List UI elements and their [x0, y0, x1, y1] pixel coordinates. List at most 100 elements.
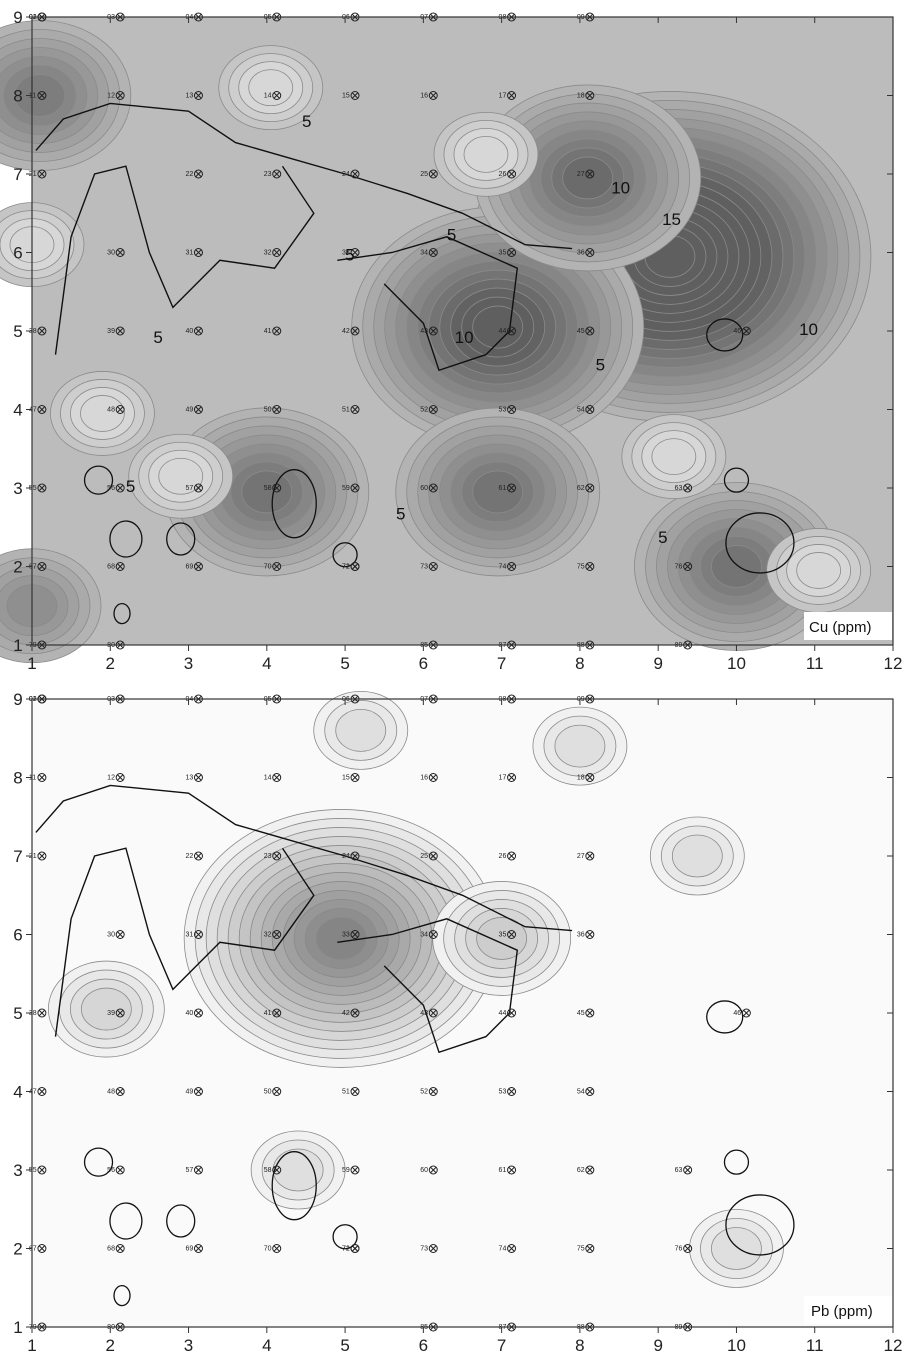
sample-site-marker: [115, 1087, 125, 1096]
sample-site-cross: [116, 327, 124, 335]
sample-site-cross: [351, 931, 359, 938]
sample-site-id: 24: [342, 853, 350, 860]
sample-site: 15: [342, 91, 360, 100]
sample-site: 33: [342, 248, 360, 257]
outcrop-outline: [725, 1194, 795, 1256]
x-tick-label: 9: [653, 654, 662, 673]
sample-site: 68: [107, 562, 125, 571]
sample-site: 76: [675, 562, 693, 571]
x-tick-label: 8: [575, 654, 584, 673]
contour-ring-high: [472, 305, 524, 349]
sample-site-id: 52: [420, 1089, 428, 1096]
contour-value-label: 5: [302, 112, 311, 131]
sample-site-cross: [508, 1245, 515, 1252]
sample-site-cross: [586, 1088, 594, 1095]
sample-site: 55: [29, 1165, 47, 1175]
outcrop-outline: [332, 542, 358, 568]
sample-site-id: 49: [185, 407, 193, 414]
sample-site-id: 39: [107, 328, 115, 335]
sample-site-cross: [351, 406, 359, 413]
sample-site-id: 69: [185, 1246, 193, 1253]
sample-site-marker: [507, 562, 517, 571]
sample-site-id: 50: [264, 1089, 272, 1096]
sample-site-marker: [193, 930, 203, 939]
sample-site-id: 50: [264, 407, 272, 414]
sample-site-marker: [585, 1165, 595, 1175]
sample-site-id: 43: [420, 328, 428, 335]
sample-site-cross: [586, 1166, 594, 1174]
sample-site: 63: [675, 1165, 693, 1175]
sample-site-marker: [585, 1087, 595, 1096]
sample-site-marker: [585, 773, 595, 782]
sample-site-cross: [273, 92, 281, 99]
sample-site: 69: [185, 1244, 203, 1253]
sample-site: 16: [420, 91, 438, 100]
sample-site-cross: [586, 852, 594, 860]
contour-ring-high: [711, 545, 762, 588]
sample-site: 56: [107, 483, 125, 493]
sample-site-cross: [195, 249, 202, 256]
outcrop-outline: [109, 520, 143, 558]
sample-site: 54: [577, 1087, 595, 1096]
sample-site-marker: [37, 851, 47, 861]
sample-site-id: 34: [420, 932, 428, 939]
sample-site-cross: [195, 170, 202, 178]
sample-site-id: 16: [420, 775, 428, 782]
sample-site-id: 27: [577, 171, 585, 178]
sample-site-cross: [273, 1245, 281, 1252]
outcrop-outline: [83, 465, 114, 495]
sample-site-cross: [508, 406, 515, 413]
sample-site: 47: [29, 405, 47, 414]
sample-site-id: 17: [499, 93, 507, 100]
sample-site-marker: [193, 169, 203, 179]
sample-site: 27: [577, 851, 595, 861]
sample-site: 14: [264, 91, 282, 100]
y-tick-label: 8: [13, 769, 22, 788]
sample-site-id: 61: [499, 485, 507, 492]
sample-site-marker: [350, 930, 360, 939]
sample-site-marker: [428, 773, 438, 782]
sample-site-id: 75: [577, 1246, 585, 1253]
sample-site-marker: [193, 483, 203, 493]
sample-site-marker: [507, 851, 517, 861]
sample-site-id: 43: [420, 1010, 428, 1017]
sample-site-marker: [428, 851, 438, 861]
sample-site-cross: [273, 852, 281, 860]
sample-site-marker: [350, 1165, 360, 1175]
sample-site-cross: [429, 852, 437, 860]
sample-site-id: 71: [342, 1246, 350, 1253]
sample-site-marker: [507, 169, 517, 179]
y-tick-label: 1: [13, 636, 22, 655]
sample-site: 43: [420, 326, 438, 336]
sample-site: 45: [577, 1008, 595, 1018]
sample-site-cross: [429, 327, 437, 335]
sample-site: 32: [264, 248, 282, 257]
sample-site-marker: [193, 773, 203, 782]
sample-site-marker: [507, 1244, 517, 1253]
sample-site: 75: [577, 1244, 595, 1253]
sample-site-id: 47: [29, 407, 37, 414]
geology-outline-trace: [54, 847, 315, 1037]
sample-site: 67: [29, 562, 47, 571]
sample-site: 52: [420, 1087, 438, 1096]
sample-site-cross: [508, 249, 515, 256]
sample-site: 49: [185, 1087, 203, 1096]
sample-site-marker: [507, 326, 517, 336]
sample-site-id: 38: [29, 1010, 37, 1017]
contour-ring-low: [248, 69, 294, 107]
contour-ring-high: [80, 987, 132, 1031]
pb-label-box: [804, 1296, 892, 1324]
sample-site: 45: [577, 326, 595, 336]
sample-site-id: 18: [577, 775, 585, 782]
sample-site-id: 30: [107, 250, 115, 257]
sample-site-id: 57: [185, 1167, 193, 1174]
sample-site: 35: [499, 248, 517, 257]
sample-site-cross: [351, 327, 359, 335]
sample-site-id: 27: [577, 853, 585, 860]
sample-site: 47: [29, 1087, 47, 1096]
x-tick-label: 6: [419, 1336, 428, 1355]
sample-site-marker: [507, 405, 517, 414]
sample-site-id: 34: [420, 250, 428, 257]
